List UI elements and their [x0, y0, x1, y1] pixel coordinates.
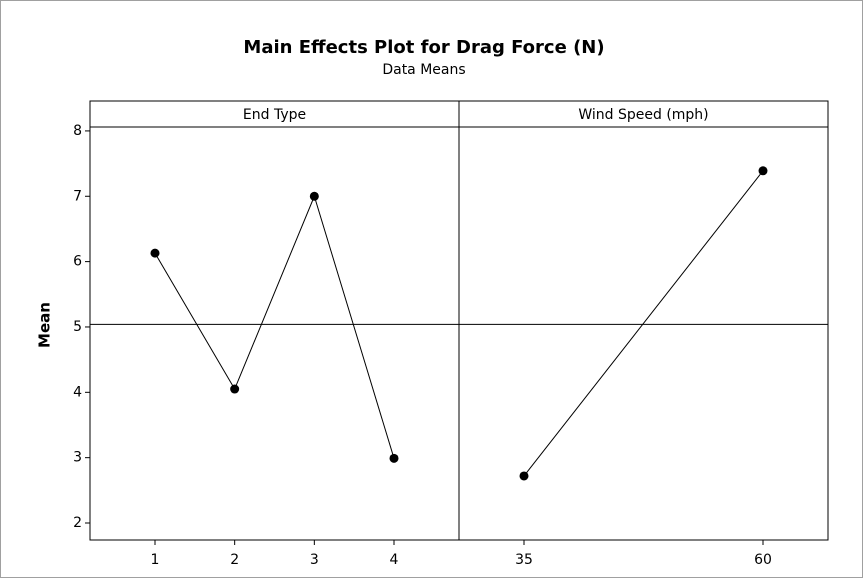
y-tick-label: 2 [73, 515, 82, 531]
y-tick-label: 5 [73, 319, 82, 335]
chart-subtitle: Data Means [382, 62, 465, 78]
x-tick-label: 4 [390, 552, 399, 568]
panel-header: Wind Speed (mph) [578, 107, 708, 123]
y-tick-label: 3 [73, 450, 82, 466]
effect-line [154, 194, 395, 459]
x-tick-label: 1 [151, 552, 160, 568]
chart-title: Main Effects Plot for Drag Force (N) [243, 37, 604, 58]
panel-frame [458, 100, 829, 541]
point [150, 248, 160, 258]
effect-line [523, 170, 764, 477]
x-tick-label: 2 [230, 552, 239, 568]
y-tick-label: 8 [73, 123, 82, 139]
point [309, 191, 319, 201]
point [230, 384, 240, 394]
y-axis-label: Mean [36, 302, 54, 348]
y-tick-label: 4 [73, 384, 82, 400]
x-tick-label: 35 [515, 552, 533, 568]
point [519, 471, 529, 481]
y-tick-label: 7 [73, 188, 82, 204]
y-tick-label: 6 [73, 254, 82, 270]
point [389, 453, 399, 463]
x-tick-label: 3 [310, 552, 319, 568]
x-tick-label: 60 [754, 552, 772, 568]
point [758, 166, 768, 176]
panel-header: End Type [243, 107, 306, 123]
